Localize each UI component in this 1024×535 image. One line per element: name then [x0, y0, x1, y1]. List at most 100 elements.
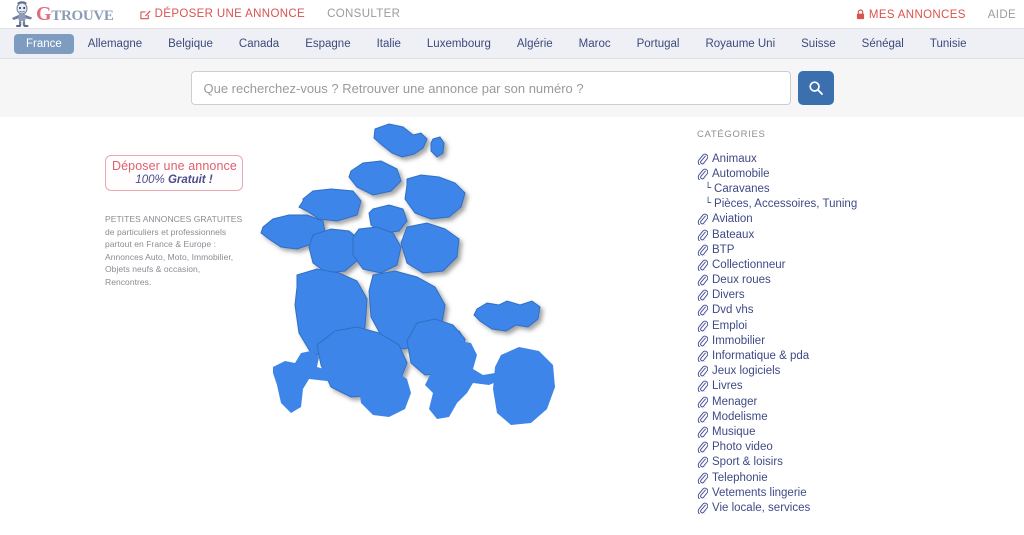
france-map-container[interactable] — [255, 117, 555, 447]
category-item-modelisme[interactable]: Modelisme — [697, 409, 997, 424]
deposer-annonce-badge[interactable]: Déposer une annonce 100% Gratuit ! — [105, 155, 243, 191]
france-regions-map[interactable] — [255, 117, 555, 447]
paperclip-icon — [697, 396, 708, 408]
country-tab-suisse[interactable]: Suisse — [801, 37, 836, 50]
mes-annonces-label: MES ANNONCES — [868, 8, 966, 21]
category-item-immobilier[interactable]: Immobilier — [697, 333, 997, 348]
category-item-photo-video[interactable]: Photo video — [697, 440, 997, 455]
paperclip-icon — [697, 381, 708, 393]
category-item-deux-roues[interactable]: Deux roues — [697, 273, 997, 288]
country-tab-s-n-gal[interactable]: Sénégal — [861, 37, 904, 50]
category-label: Automobile — [712, 167, 770, 180]
category-label: Deux roues — [712, 274, 771, 287]
paperclip-icon — [697, 290, 708, 302]
categories-list: Animaux Automobile └ Caravanes └ Pièces, Acce… — [697, 151, 997, 516]
paperclip-icon — [697, 426, 708, 438]
category-item-informatique-pda[interactable]: Informatique & pda — [697, 348, 997, 363]
consulter-link[interactable]: CONSULTER — [327, 8, 400, 20]
logo-letter-g: G — [36, 2, 52, 25]
badge-percent: 100% — [135, 174, 168, 186]
category-label: Immobilier — [712, 334, 766, 347]
country-tab-italie[interactable]: Italie — [376, 37, 401, 50]
country-tab-tunisie[interactable]: Tunisie — [929, 37, 967, 50]
country-tab-espagne[interactable]: Espagne — [305, 37, 351, 50]
category-label: Modelisme — [712, 410, 768, 423]
deposer-label: DÉPOSER UNE ANNONCE — [154, 8, 306, 20]
category-item-bateaux[interactable]: Bateaux — [697, 227, 997, 242]
categories-title: CATÉGORIES — [697, 129, 766, 140]
subcategory-marker-icon: └ — [705, 182, 712, 194]
country-tab-royaume-uni[interactable]: Royaume Uni — [705, 37, 776, 50]
category-item-btp[interactable]: BTP — [697, 242, 997, 257]
category-label: Telephonie — [712, 471, 768, 484]
lock-icon — [856, 9, 864, 20]
paperclip-icon — [697, 502, 708, 514]
category-item-vie-locale-services[interactable]: Vie locale, services — [697, 500, 997, 515]
category-item-jeux-logiciels[interactable]: Jeux logiciels — [697, 364, 997, 379]
category-label: Musique — [712, 425, 756, 438]
badge-subtitle: 100% Gratuit ! — [112, 174, 236, 186]
paperclip-icon — [697, 214, 708, 226]
category-item-divers[interactable]: Divers — [697, 288, 997, 303]
search-band — [0, 59, 1024, 117]
promo-line: Annonces Auto, Moto, Immobilier, — [105, 251, 234, 262]
category-item-menager[interactable]: Menager — [697, 394, 997, 409]
category-label: Photo video — [712, 441, 773, 454]
category-label: Livres — [712, 380, 743, 393]
category-item-automobile[interactable]: Automobile — [697, 166, 997, 181]
category-item-animaux[interactable]: Animaux — [697, 151, 997, 166]
promo-line: partout en France & Europe : — [105, 239, 217, 250]
category-item-caravanes[interactable]: └ Caravanes — [697, 181, 997, 196]
country-tab-canada[interactable]: Canada — [238, 37, 280, 50]
category-label: Dvd vhs — [712, 304, 754, 317]
top-header: GTROUVE DÉPOSER UNE ANNONCE CONSULTER ME… — [0, 0, 1024, 29]
country-tab-alg-rie[interactable]: Algérie — [516, 37, 553, 50]
badge-gratuit: Gratuit ! — [167, 174, 213, 186]
main-content: Déposer une annonce 100% Gratuit ! PETIT… — [0, 117, 1024, 534]
region-hauts-de-france — [348, 160, 402, 196]
consulter-label: CONSULTER — [327, 8, 401, 20]
paperclip-icon — [697, 274, 708, 287]
country-tab-france[interactable]: France — [14, 33, 74, 54]
country-tab-luxembourg[interactable]: Luxembourg — [426, 37, 491, 50]
deposer-une-annonce-link[interactable]: DÉPOSER UNE ANNONCE — [140, 8, 305, 20]
category-item-musique[interactable]: Musique — [697, 424, 997, 439]
category-label: Animaux — [712, 152, 757, 165]
country-tab-portugal[interactable]: Portugal — [636, 37, 680, 50]
region-pays-de-la-loire — [308, 228, 362, 274]
country-tab-belgique[interactable]: Belgique — [168, 37, 213, 50]
country-tab-maroc[interactable]: Maroc — [578, 37, 611, 50]
compose-icon — [140, 9, 151, 19]
category-item-telephonie[interactable]: Telephonie — [697, 470, 997, 485]
country-tab-allemagne[interactable]: Allemagne — [87, 37, 143, 50]
region-belgique — [373, 123, 428, 158]
category-label: Collectionneur — [712, 258, 786, 271]
category-label: Caravanes — [714, 182, 770, 195]
category-label: Pièces, Accessoires, Tuning — [714, 198, 858, 211]
promo-line: de particuliers et professionnels — [105, 226, 227, 237]
header-right-links: MES ANNONCES AIDE — [856, 0, 1016, 29]
aide-link[interactable]: AIDE — [988, 9, 1016, 21]
region-ile-de-france — [368, 204, 408, 234]
category-item-collectionneur[interactable]: Collectionneur — [697, 257, 997, 272]
search-button[interactable] — [797, 71, 834, 105]
region-luxembourg — [430, 136, 445, 158]
category-item-livres[interactable]: Livres — [697, 379, 997, 394]
category-item-aviation[interactable]: Aviation — [697, 212, 997, 227]
search-icon — [808, 81, 823, 95]
category-label: Menager — [712, 395, 758, 408]
search-input[interactable] — [190, 71, 791, 105]
region-centre-val-de-loire — [352, 226, 402, 274]
mes-annonces-link[interactable]: MES ANNONCES — [856, 9, 966, 21]
category-label: Vetements lingerie — [712, 486, 807, 499]
category-item-pi-ces-accessoires-tuning[interactable]: └ Pièces, Accessoires, Tuning — [697, 197, 997, 212]
category-item-dvd-vhs[interactable]: Dvd vhs — [697, 303, 997, 318]
category-item-vetements-lingerie[interactable]: Vetements lingerie — [697, 485, 997, 500]
site-logo[interactable]: GTROUVE — [8, 0, 114, 28]
category-item-sport-loisirs[interactable]: Sport & loisirs — [697, 455, 997, 470]
category-item-emploi[interactable]: Emploi — [697, 318, 997, 333]
paperclip-icon — [697, 168, 708, 180]
region-suisse — [473, 300, 541, 332]
paperclip-icon — [697, 259, 708, 271]
promo-description: PETITES ANNONCES GRATUITES de particulier… — [105, 213, 255, 289]
